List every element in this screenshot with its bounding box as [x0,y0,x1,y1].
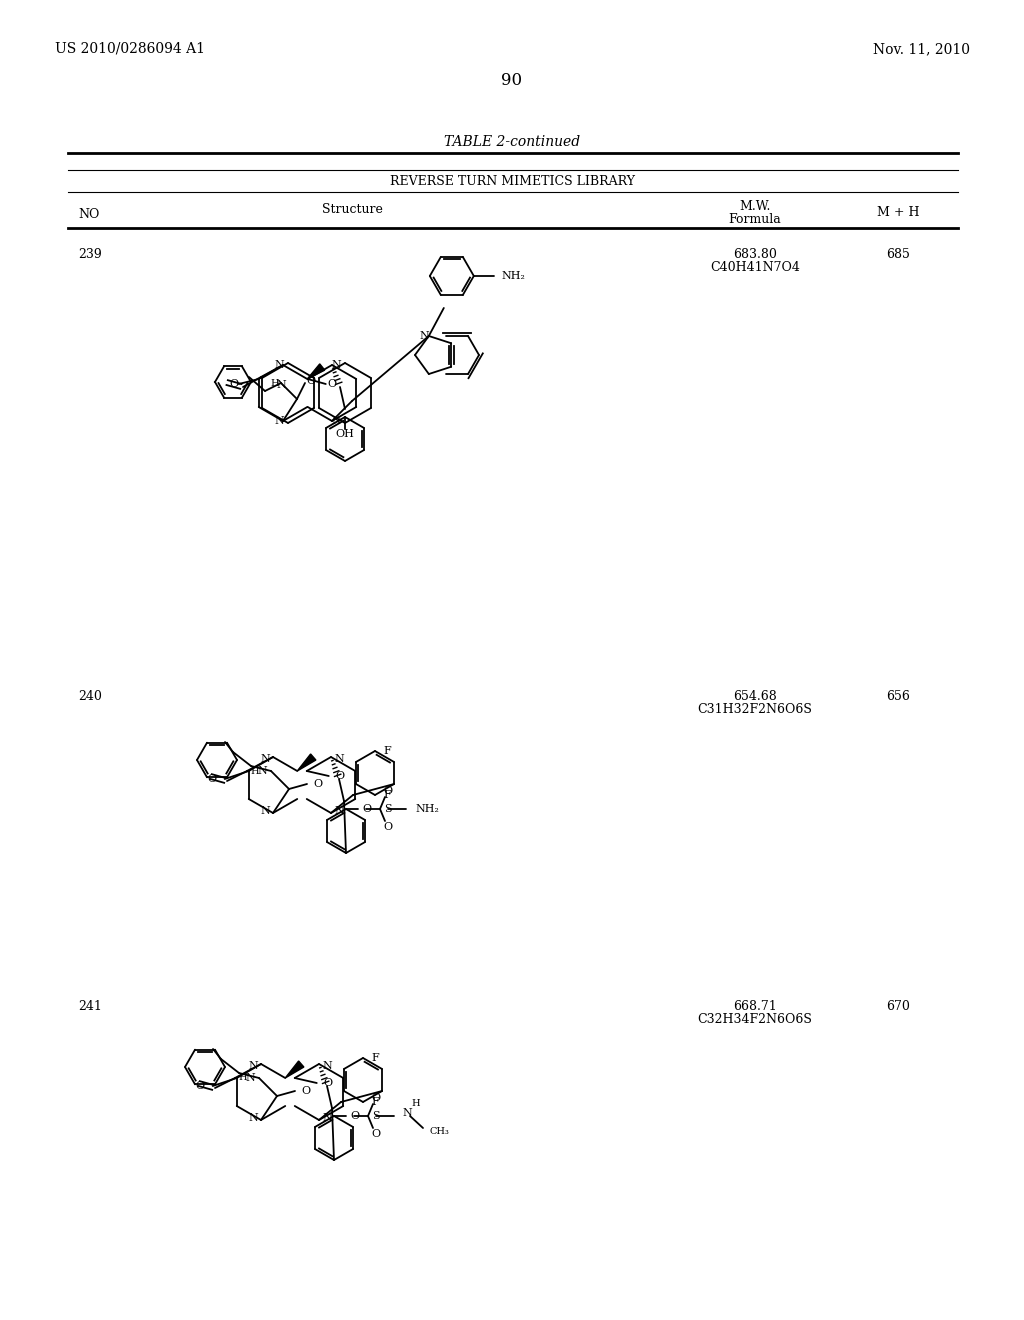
Text: O: O [383,785,392,796]
Text: 668.71: 668.71 [733,1001,777,1012]
Text: 670: 670 [886,1001,910,1012]
Text: O: O [336,771,345,781]
Text: H: H [251,767,259,776]
Text: N: N [246,1073,255,1082]
Text: O: O [362,804,371,814]
Text: 685: 685 [886,248,910,261]
Text: N: N [402,1107,412,1118]
Text: US 2010/0286094 A1: US 2010/0286094 A1 [55,42,205,55]
Text: H: H [239,1073,247,1082]
Text: Structure: Structure [322,203,382,216]
Text: F: F [371,1097,379,1107]
Text: N: N [274,360,284,370]
Text: REVERSE TURN MIMETICS LIBRARY: REVERSE TURN MIMETICS LIBRARY [389,176,635,187]
Text: O: O [306,376,315,385]
Text: N: N [323,1113,332,1123]
Polygon shape [286,1061,304,1078]
Text: OH: OH [336,429,354,440]
Text: N: N [257,766,267,776]
Text: 90: 90 [502,73,522,88]
Text: O: O [350,1111,359,1121]
Text: N: N [274,416,284,426]
Text: NH₂: NH₂ [415,804,439,814]
Text: 240: 240 [78,690,101,704]
Text: 241: 241 [78,1001,101,1012]
Text: Formula: Formula [729,213,781,226]
Text: O: O [324,1078,333,1088]
Text: 239: 239 [78,248,101,261]
Polygon shape [297,754,315,771]
Text: H: H [411,1100,420,1109]
Text: F: F [371,1053,379,1063]
Text: N: N [331,416,341,426]
Text: M.W.: M.W. [739,201,771,213]
Text: CH₃: CH₃ [430,1127,450,1137]
Text: NO: NO [78,209,99,220]
Text: M + H: M + H [877,206,920,219]
Text: 656: 656 [886,690,910,704]
Text: F: F [383,746,391,756]
Text: N: N [260,754,270,764]
Text: C40H41N7O4: C40H41N7O4 [710,261,800,275]
Text: O: O [313,779,323,789]
Text: N: N [260,807,270,816]
Text: O: O [229,379,239,389]
Text: Nov. 11, 2010: Nov. 11, 2010 [873,42,970,55]
Text: F: F [383,789,391,800]
Text: N: N [276,380,286,389]
Text: O: O [372,1093,381,1104]
Text: O: O [328,379,336,389]
Text: NH₂: NH₂ [502,271,525,281]
Text: N: N [334,754,344,764]
Text: N: N [248,1061,258,1071]
Text: N: N [334,807,344,816]
Text: O: O [208,774,217,784]
Text: 654.68: 654.68 [733,690,777,704]
Text: O: O [383,822,392,832]
Text: N: N [323,1061,332,1071]
Text: C31H32F2N6O6S: C31H32F2N6O6S [697,704,812,715]
Text: S: S [384,804,391,814]
Text: O: O [372,1129,381,1139]
Polygon shape [307,364,325,379]
Text: N: N [248,1113,258,1123]
Text: O: O [196,1081,205,1092]
Text: H: H [270,379,280,388]
Text: N: N [331,360,341,370]
Text: C32H34F2N6O6S: C32H34F2N6O6S [697,1012,812,1026]
Text: O: O [301,1086,310,1096]
Text: TABLE 2-continued: TABLE 2-continued [444,135,580,149]
Text: S: S [372,1111,380,1121]
Text: 683.80: 683.80 [733,248,777,261]
Text: N: N [420,331,430,341]
